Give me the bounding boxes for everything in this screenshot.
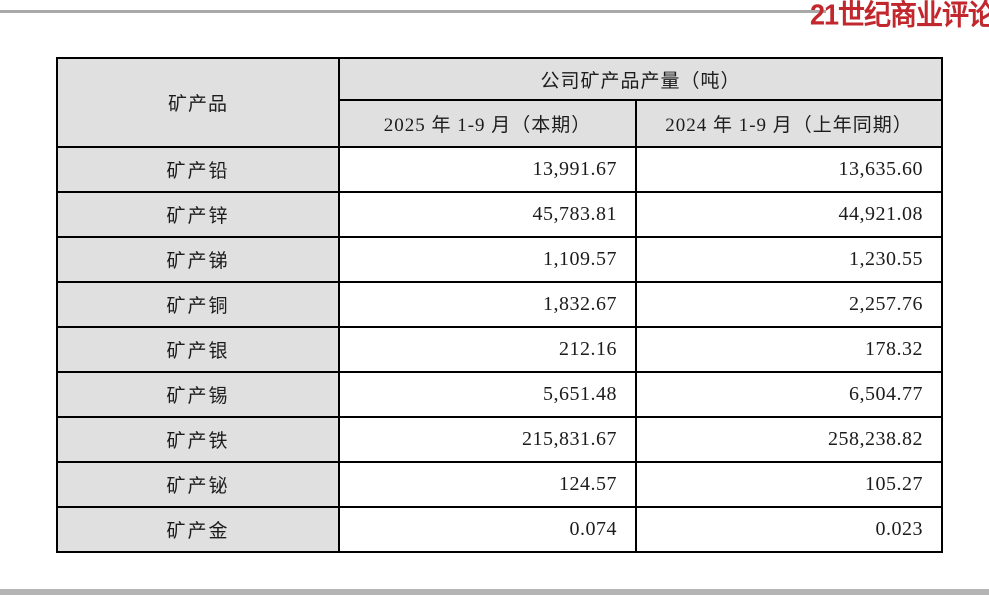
product-name-cell: 矿产锡 — [56, 371, 340, 418]
product-name-cell: 矿产金 — [56, 506, 340, 553]
prior-period-cell: 0.023 — [634, 506, 944, 553]
prior-period-cell: 44,921.08 — [634, 191, 944, 238]
table-row: 矿产铁 215,831.67 258,238.82 — [56, 416, 944, 463]
bottom-divider-bar — [0, 589, 989, 595]
table-row: 矿产锌 45,783.81 44,921.08 — [56, 191, 944, 238]
current-period-cell: 124.57 — [338, 461, 637, 508]
table-row: 矿产金 0.074 0.023 — [56, 506, 944, 553]
current-period-cell: 0.074 — [338, 506, 637, 553]
prior-period-cell: 2,257.76 — [634, 281, 944, 328]
table-header-row-periods: 2025 年 1-9 月（本期） 2024 年 1-9 月（上年同期） — [57, 99, 944, 148]
table-row: 矿产铅 13,991.67 13,635.60 — [56, 146, 944, 193]
product-name-cell: 矿产银 — [56, 326, 340, 373]
current-period-cell: 1,109.57 — [338, 236, 637, 283]
product-name-cell: 矿产铅 — [56, 146, 340, 193]
table-row: 矿产锑 1,109.57 1,230.55 — [56, 236, 944, 283]
table-header-row-group: 矿产品 公司矿产品产量（吨） — [56, 57, 944, 148]
table-row: 矿产铋 124.57 105.27 — [56, 461, 944, 508]
header-current-period: 2025 年 1-9 月（本期） — [338, 99, 637, 148]
header-prior-period: 2024 年 1-9 月（上年同期） — [634, 99, 944, 148]
product-name-cell: 矿产铋 — [56, 461, 340, 508]
product-name-cell: 矿产铜 — [56, 281, 340, 328]
prior-period-cell: 178.32 — [634, 326, 944, 373]
current-period-cell: 1,832.67 — [338, 281, 637, 328]
table-row: 矿产铜 1,832.67 2,257.76 — [56, 281, 944, 328]
prior-period-cell: 1,230.55 — [634, 236, 944, 283]
prior-period-cell: 258,238.82 — [634, 416, 944, 463]
current-period-cell: 5,651.48 — [338, 371, 637, 418]
product-name-cell: 矿产锌 — [56, 191, 340, 238]
prior-period-cell: 105.27 — [634, 461, 944, 508]
header-product-column: 矿产品 — [56, 57, 340, 148]
prior-period-cell: 6,504.77 — [634, 371, 944, 418]
product-name-cell: 矿产锑 — [56, 236, 340, 283]
top-divider-rule — [0, 10, 826, 13]
current-period-cell: 45,783.81 — [338, 191, 637, 238]
prior-period-cell: 13,635.60 — [634, 146, 944, 193]
publication-logo: 21世纪商业评论 — [809, 0, 989, 31]
table-row: 矿产银 212.16 178.32 — [56, 326, 944, 373]
header-production-group: 公司矿产品产量（吨） — [337, 57, 944, 101]
table-row: 矿产锡 5,651.48 6,504.77 — [56, 371, 944, 418]
current-period-cell: 212.16 — [338, 326, 637, 373]
current-period-cell: 215,831.67 — [338, 416, 637, 463]
production-table: 矿产品 公司矿产品产量（吨） 2025 年 1-9 月（本期） 2024 年 1… — [56, 57, 944, 553]
current-period-cell: 13,991.67 — [338, 146, 637, 193]
product-name-cell: 矿产铁 — [56, 416, 340, 463]
